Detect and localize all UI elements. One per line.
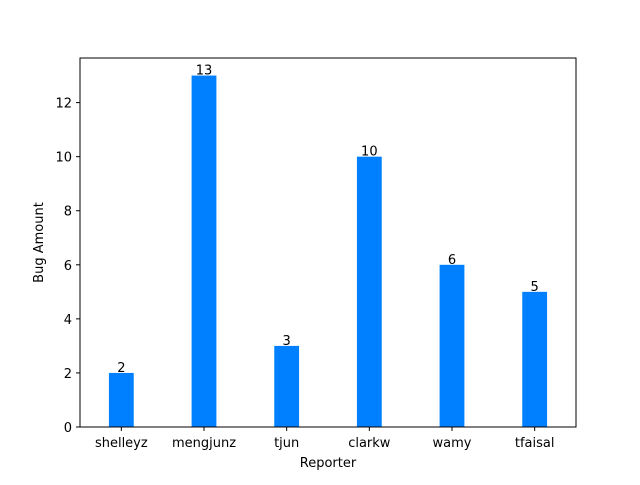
value-label-shelleyz: 2 (117, 361, 125, 376)
y-axis-label: Bug Amount (32, 202, 47, 283)
x-tick-label-clarkw: clarkw (348, 436, 391, 451)
value-labels-layer: 2 13 3 10 6 5 (117, 64, 539, 376)
value-label-tjun: 3 (283, 334, 291, 349)
bar-shelleyz (108, 372, 134, 427)
bar-wamy (439, 264, 465, 427)
x-tick-label-shelleyz: shelleyz (95, 436, 148, 451)
value-label-tfaisal: 5 (531, 280, 539, 295)
value-label-clarkw: 10 (361, 145, 378, 160)
bars-layer (108, 75, 548, 428)
x-tick-label-mengjunz: mengjunz (172, 436, 236, 451)
x-tick-label-wamy: wamy (433, 436, 472, 451)
x-tick-label-tjun: tjun (274, 436, 299, 451)
y-tick-label-6: 6 (64, 259, 72, 274)
y-tick-label-2: 2 (64, 367, 72, 382)
bar-tfaisal (522, 291, 548, 427)
y-tick-label-12: 12 (55, 97, 72, 112)
x-axis: shelleyz mengjunz tjun clarkw wamy tfaisal (95, 427, 555, 451)
y-tick-label-8: 8 (64, 205, 72, 220)
bar-mengjunz (191, 75, 217, 428)
y-axis: 0 2 4 6 8 10 12 (55, 97, 80, 436)
x-tick-label-tfaisal: tfaisal (515, 436, 555, 451)
value-label-wamy: 6 (448, 253, 456, 268)
y-tick-label-4: 4 (64, 313, 72, 328)
y-tick-label-0: 0 (64, 421, 72, 436)
plot-frame (79, 57, 577, 428)
value-label-mengjunz: 13 (196, 64, 213, 79)
x-axis-label: Reporter (300, 456, 357, 471)
bar-clarkw (356, 156, 382, 427)
y-tick-label-10: 10 (55, 151, 72, 166)
bar-tjun (274, 345, 300, 427)
